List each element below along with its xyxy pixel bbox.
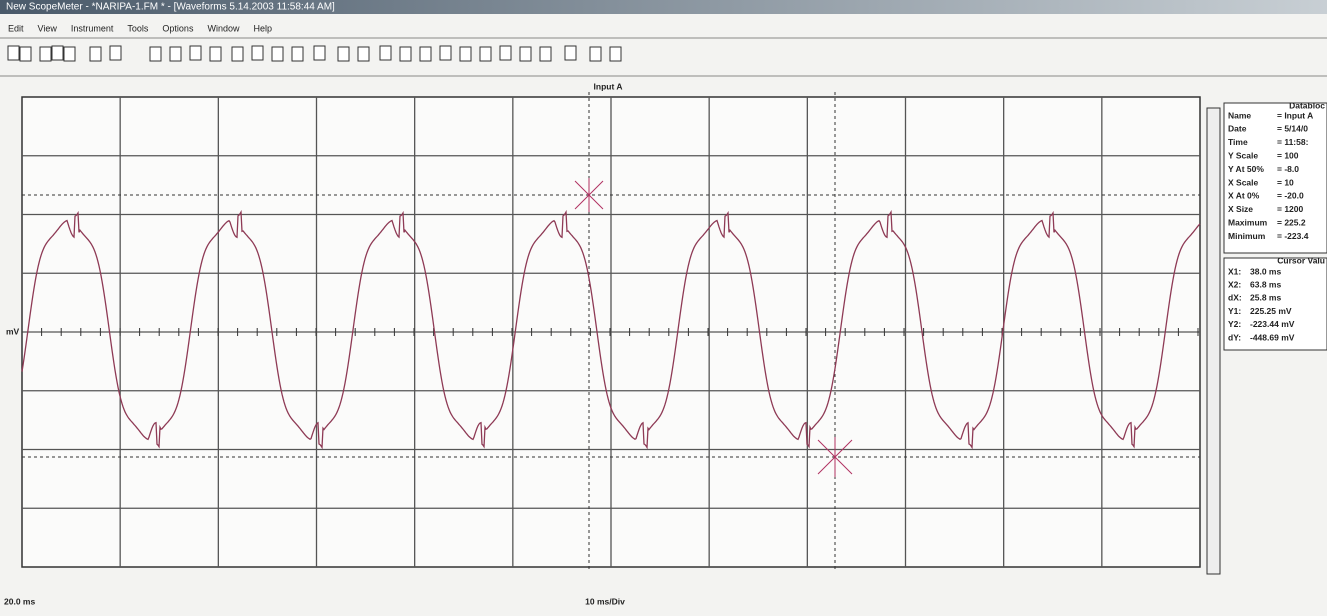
tool-button[interactable] <box>480 47 491 61</box>
databox-value: = -8.0 <box>1277 164 1299 174</box>
tool-button[interactable] <box>314 46 325 60</box>
cursor-value: 38.0 ms <box>1250 266 1281 276</box>
databox-label: Name <box>1228 110 1251 120</box>
databox-value: = -223.4 <box>1277 231 1309 241</box>
tool-button[interactable] <box>292 47 303 61</box>
y-unit: mV <box>6 326 20 336</box>
tool-button[interactable] <box>210 47 221 61</box>
databox-label: Y Scale <box>1228 150 1258 160</box>
cursor-label: X2: <box>1228 279 1241 289</box>
databox-label: X Scale <box>1228 177 1259 187</box>
menu-item[interactable]: Edit <box>8 23 24 33</box>
tool-button[interactable] <box>338 47 349 61</box>
databox-value: = Input A <box>1277 110 1313 120</box>
tool-button[interactable] <box>610 47 621 61</box>
tool-button[interactable] <box>90 47 101 61</box>
menu-item[interactable]: Help <box>253 23 272 33</box>
cursor-label: dX: <box>1228 293 1242 303</box>
databox-value: = 10 <box>1277 177 1294 187</box>
page: New ScopeMeter - *NARIPA-1.FM * - [Wavef… <box>0 0 1327 611</box>
cursor-value: 63.8 ms <box>1250 279 1281 289</box>
tool-button[interactable] <box>358 47 369 61</box>
tool-button[interactable] <box>540 47 551 61</box>
scrollbar[interactable] <box>1207 108 1220 574</box>
menu-item[interactable]: View <box>38 23 58 33</box>
menu-item[interactable]: Window <box>207 23 240 33</box>
tool-button[interactable] <box>590 47 601 61</box>
databox-label: Date <box>1228 124 1247 134</box>
databox-label: Maximum <box>1228 217 1268 227</box>
tool-button[interactable] <box>20 47 31 61</box>
tool-button[interactable] <box>400 47 411 61</box>
window-title: New ScopeMeter - *NARIPA-1.FM * - [Wavef… <box>6 2 335 13</box>
cursor-label: Y1: <box>1228 306 1241 316</box>
cursor-value: -223.44 mV <box>1250 319 1295 329</box>
tool-button[interactable] <box>40 47 51 61</box>
databox-value: = 5/14/0 <box>1277 124 1308 134</box>
tool-button[interactable] <box>440 46 451 60</box>
menu-item[interactable]: Options <box>162 23 194 33</box>
tool-button[interactable] <box>190 46 201 60</box>
databox-label: X Size <box>1228 204 1253 214</box>
tool-button[interactable] <box>52 46 63 60</box>
x-start: 20.0 ms <box>4 596 35 606</box>
databox-value: = 225.2 <box>1277 217 1306 227</box>
databox-value: = 11:58: <box>1277 137 1309 147</box>
toolbar <box>8 46 621 61</box>
tool-button[interactable] <box>110 46 121 60</box>
cursor-value: -448.69 mV <box>1250 332 1295 342</box>
menu-bar: Edit View Instrument Tools Options Window Help <box>8 23 272 33</box>
tool-button[interactable] <box>380 46 391 60</box>
tool-button[interactable] <box>565 46 576 60</box>
tool-button[interactable] <box>272 47 283 61</box>
channel-label: Input A <box>594 81 623 91</box>
databox-label: Y At 50% <box>1228 164 1264 174</box>
tool-button[interactable] <box>420 47 431 61</box>
cursor-label: X1: <box>1228 266 1241 276</box>
menu-item[interactable]: Instrument <box>71 23 114 33</box>
time-per-div: 10 ms/Div <box>585 596 625 606</box>
menu-item[interactable]: Tools <box>127 23 149 33</box>
tool-button[interactable] <box>500 46 511 60</box>
cursor-label: Y2: <box>1228 319 1241 329</box>
tool-button[interactable] <box>170 47 181 61</box>
databox-value: = 100 <box>1277 150 1299 160</box>
databox-label: Time <box>1228 137 1248 147</box>
databox-value: = 1200 <box>1277 204 1304 214</box>
tool-button[interactable] <box>520 47 531 61</box>
tool-button[interactable] <box>460 47 471 61</box>
tool-button[interactable] <box>232 47 243 61</box>
cursor-value: 25.8 ms <box>1250 293 1281 303</box>
databox-label: Minimum <box>1228 231 1266 241</box>
cursor-box-title: Cursor Valu <box>1277 255 1325 265</box>
tool-button[interactable] <box>64 47 75 61</box>
cursor-value: 225.25 mV <box>1250 306 1292 316</box>
scope-window: New ScopeMeter - *NARIPA-1.FM * - [Wavef… <box>0 0 1327 611</box>
tool-button[interactable] <box>8 46 19 60</box>
databox-label: X At 0% <box>1228 191 1260 201</box>
tool-button[interactable] <box>252 46 263 60</box>
tool-button[interactable] <box>150 47 161 61</box>
cursor-label: dY: <box>1228 332 1241 342</box>
databox-title: Databloc <box>1289 100 1325 110</box>
databox-value: = -20.0 <box>1277 191 1304 201</box>
